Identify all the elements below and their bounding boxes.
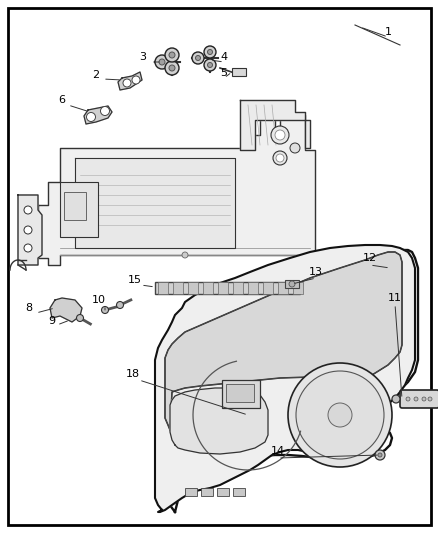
Bar: [222, 380, 259, 408]
Bar: [292, 282, 302, 294]
Bar: [226, 384, 254, 402]
Bar: [231, 68, 245, 76]
Polygon shape: [118, 72, 141, 90]
Circle shape: [272, 151, 286, 165]
Circle shape: [24, 226, 32, 234]
Bar: [284, 280, 298, 288]
Text: 6: 6: [58, 95, 65, 105]
Text: 13: 13: [308, 267, 322, 277]
Circle shape: [204, 59, 215, 71]
Circle shape: [207, 50, 212, 54]
Circle shape: [169, 65, 175, 71]
Text: 5: 5: [220, 68, 227, 78]
Text: 4: 4: [220, 52, 227, 62]
Polygon shape: [50, 298, 82, 322]
Circle shape: [191, 52, 204, 64]
Circle shape: [374, 450, 384, 460]
Circle shape: [116, 302, 123, 309]
Text: 10: 10: [92, 295, 106, 305]
Bar: [60, 182, 98, 237]
Circle shape: [169, 52, 175, 58]
Bar: [247, 282, 258, 294]
Text: 11: 11: [387, 293, 401, 303]
Circle shape: [413, 397, 417, 401]
Circle shape: [276, 154, 283, 162]
Circle shape: [295, 371, 383, 459]
Circle shape: [182, 252, 187, 258]
Bar: [218, 282, 227, 294]
Bar: [187, 282, 198, 294]
Bar: [277, 282, 287, 294]
Circle shape: [195, 55, 200, 61]
Bar: [233, 488, 244, 496]
Circle shape: [290, 143, 299, 153]
Bar: [173, 282, 183, 294]
Bar: [201, 488, 212, 496]
Text: 15: 15: [128, 275, 141, 285]
Circle shape: [24, 206, 32, 214]
Circle shape: [100, 107, 109, 116]
Text: 3: 3: [139, 52, 146, 62]
Polygon shape: [170, 388, 267, 454]
Polygon shape: [84, 106, 112, 124]
Text: 1: 1: [384, 27, 391, 37]
Circle shape: [86, 112, 95, 122]
Circle shape: [421, 397, 425, 401]
Text: 9: 9: [48, 316, 56, 326]
Polygon shape: [165, 252, 401, 430]
Circle shape: [24, 244, 32, 252]
Circle shape: [327, 403, 351, 427]
Circle shape: [288, 281, 294, 287]
Circle shape: [207, 62, 212, 68]
Circle shape: [123, 79, 131, 87]
Circle shape: [405, 397, 409, 401]
Text: 2: 2: [92, 70, 99, 80]
Text: 8: 8: [25, 303, 32, 313]
Bar: [216, 488, 229, 496]
Circle shape: [76, 314, 83, 321]
Polygon shape: [155, 245, 414, 512]
Bar: [184, 488, 197, 496]
Circle shape: [287, 363, 391, 467]
Text: 18: 18: [126, 369, 140, 379]
Circle shape: [391, 395, 399, 403]
Circle shape: [204, 46, 215, 58]
Bar: [64, 192, 86, 220]
Circle shape: [377, 453, 381, 457]
Bar: [158, 282, 168, 294]
Polygon shape: [75, 158, 234, 248]
Bar: [155, 282, 299, 294]
Text: 12: 12: [362, 253, 376, 263]
Circle shape: [101, 306, 108, 313]
Circle shape: [274, 130, 284, 140]
Circle shape: [155, 55, 169, 69]
Polygon shape: [38, 115, 314, 265]
Bar: [233, 282, 243, 294]
Circle shape: [427, 397, 431, 401]
Bar: [262, 282, 272, 294]
Circle shape: [270, 126, 288, 144]
Circle shape: [159, 59, 165, 65]
FancyBboxPatch shape: [399, 390, 438, 408]
Bar: [202, 282, 212, 294]
Circle shape: [132, 76, 140, 84]
Circle shape: [165, 48, 179, 62]
Polygon shape: [240, 100, 309, 150]
Text: 14: 14: [270, 446, 284, 456]
Polygon shape: [18, 195, 42, 265]
Circle shape: [165, 61, 179, 75]
